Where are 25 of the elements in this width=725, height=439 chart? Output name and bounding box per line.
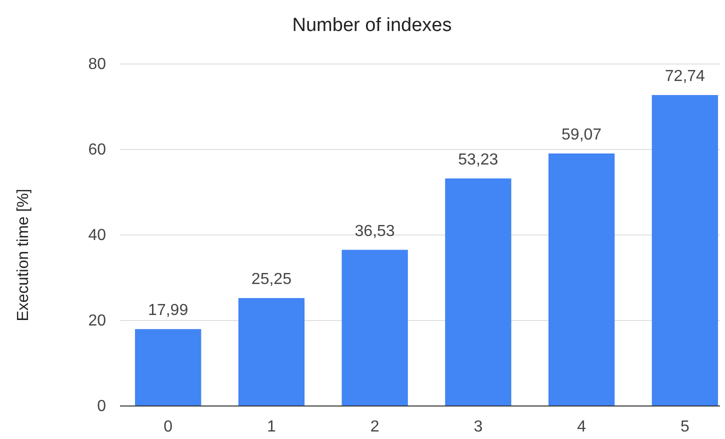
- bar: [652, 95, 718, 406]
- y-tick-label: 20: [88, 312, 106, 330]
- data-label: 36,53: [354, 222, 395, 240]
- x-tick-label: 1: [266, 418, 276, 436]
- y-tick-label: 0: [97, 398, 106, 416]
- data-label: 25,25: [251, 271, 292, 288]
- data-label: 53,23: [458, 151, 498, 168]
- y-axis-title: Execution time [%]: [15, 188, 32, 322]
- bar: [135, 329, 202, 406]
- x-tick-label: 3: [474, 418, 483, 436]
- data-label: 17,99: [148, 302, 188, 320]
- bar: [342, 250, 408, 406]
- bar: [445, 178, 512, 406]
- y-tick-label: 80: [88, 56, 106, 74]
- x-tick-label: 0: [164, 418, 173, 436]
- data-label: 72,74: [664, 68, 706, 86]
- y-tick-label: 40: [88, 227, 106, 244]
- bar: [548, 153, 615, 406]
- x-tick-label: 4: [577, 418, 586, 436]
- chart-title: Number of indexes: [292, 15, 452, 36]
- x-tick-label: 2: [370, 418, 380, 436]
- x-tick-label: 5: [680, 418, 690, 436]
- y-tick-label: 60: [88, 142, 106, 159]
- data-label: 59,07: [562, 126, 602, 144]
- bar: [238, 298, 305, 406]
